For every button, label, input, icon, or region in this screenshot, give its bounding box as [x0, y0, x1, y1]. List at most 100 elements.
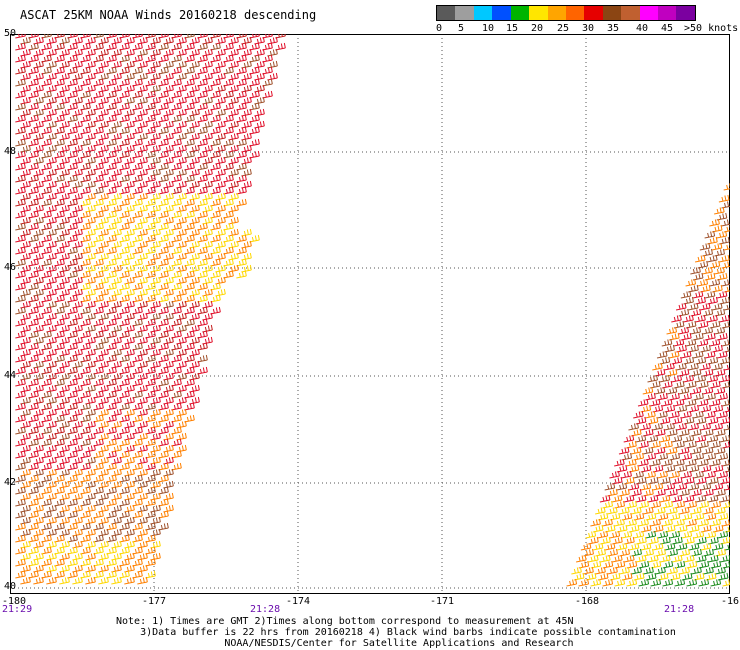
wind-barb — [671, 314, 682, 323]
wind-barb — [67, 34, 78, 39]
wind-barb — [715, 548, 726, 557]
wind-barb — [171, 54, 182, 63]
wind-barb — [184, 246, 195, 255]
wind-barb — [124, 96, 135, 105]
wind-barb — [197, 126, 208, 135]
wind-barb — [85, 456, 96, 465]
wind-barb — [158, 78, 169, 87]
wind-barb — [80, 90, 91, 99]
wind-barb — [46, 516, 57, 525]
wind-barb — [707, 296, 718, 305]
wind-barb — [184, 186, 195, 195]
wind-barb — [158, 438, 169, 447]
legend-swatch — [565, 6, 585, 20]
wind-barb — [171, 366, 182, 375]
wind-barb — [85, 168, 96, 177]
wind-barb — [676, 404, 688, 413]
wind-barb — [72, 576, 83, 585]
wind-barb — [41, 258, 52, 267]
wind-barb — [41, 282, 52, 291]
wind-barb — [93, 510, 104, 519]
wind-barb — [676, 482, 688, 491]
wind-barb — [33, 120, 44, 129]
wind-barb — [695, 374, 706, 383]
wind-barb — [150, 312, 161, 321]
wind-barb — [712, 344, 723, 353]
wind-barb — [132, 462, 143, 471]
wind-barb — [210, 54, 221, 63]
wind-barb — [124, 144, 135, 153]
wind-barb — [215, 60, 226, 69]
wind-barb — [163, 108, 174, 117]
wind-barb — [664, 422, 675, 431]
wind-barb — [85, 528, 96, 537]
wind-barb — [171, 414, 182, 423]
wind-barb — [33, 108, 44, 117]
wind-barb — [681, 410, 692, 419]
wind-barb — [59, 204, 70, 213]
wind-barb — [189, 264, 200, 273]
wind-barb — [111, 108, 122, 117]
wind-barb — [106, 354, 117, 363]
wind-barb — [98, 324, 109, 333]
wind-barb — [163, 336, 174, 345]
wind-barb — [202, 192, 213, 201]
wind-barb — [111, 516, 122, 525]
wind-barb — [41, 150, 52, 159]
wind-barb — [46, 552, 57, 561]
wind-barb — [80, 426, 91, 435]
wind-barb — [614, 578, 626, 587]
wind-barb — [631, 566, 642, 575]
wind-barb — [626, 440, 637, 449]
wind-barb — [93, 486, 104, 495]
wind-barb — [106, 34, 117, 39]
wind-barb — [202, 60, 213, 69]
wind-barb — [158, 378, 169, 387]
wind-barb — [80, 318, 91, 327]
wind-barb — [54, 318, 65, 327]
wind-barb — [41, 570, 52, 579]
wind-barb — [150, 84, 161, 93]
wind-barb — [85, 576, 96, 585]
wind-barb — [137, 432, 148, 441]
wind-barb — [93, 294, 104, 303]
wind-barb — [662, 380, 673, 389]
wind-barb — [106, 162, 117, 171]
wind-barb — [228, 144, 239, 153]
wind-barb — [659, 356, 671, 365]
wind-barb — [197, 270, 208, 279]
wind-barb — [163, 48, 174, 57]
wind-barb — [85, 204, 96, 213]
wind-barb-map — [10, 34, 730, 594]
wind-barb — [124, 180, 135, 189]
wind-barb — [693, 410, 704, 419]
wind-barb — [54, 34, 65, 39]
note-line-3: NOAA/NESDIS/Center for Satellite Applica… — [224, 638, 574, 649]
wind-barb — [163, 96, 174, 105]
wind-barb — [124, 408, 135, 417]
wind-barb — [67, 414, 78, 423]
wind-barb — [692, 350, 704, 359]
wind-barb — [197, 34, 208, 39]
wind-barb — [67, 474, 78, 483]
wind-barb — [72, 384, 83, 393]
wind-barb — [716, 350, 728, 359]
wind-barb — [189, 360, 200, 369]
wind-barb — [202, 264, 213, 273]
wind-barb — [210, 270, 221, 279]
wind-barb — [163, 156, 174, 165]
wind-barb — [571, 566, 582, 575]
wind-barb — [719, 356, 730, 365]
wind-barb — [106, 534, 117, 543]
wind-barb — [614, 458, 625, 467]
wind-barb — [712, 482, 724, 491]
wind-barb — [145, 66, 156, 75]
wind-barb — [145, 282, 156, 291]
wind-barb — [98, 108, 109, 117]
wind-barb — [150, 396, 161, 405]
wind-barb — [223, 150, 234, 159]
wind-barb — [119, 378, 130, 387]
wind-barb — [694, 254, 706, 263]
lat-label-48: 48 — [4, 146, 17, 157]
wind-barb — [197, 354, 208, 363]
